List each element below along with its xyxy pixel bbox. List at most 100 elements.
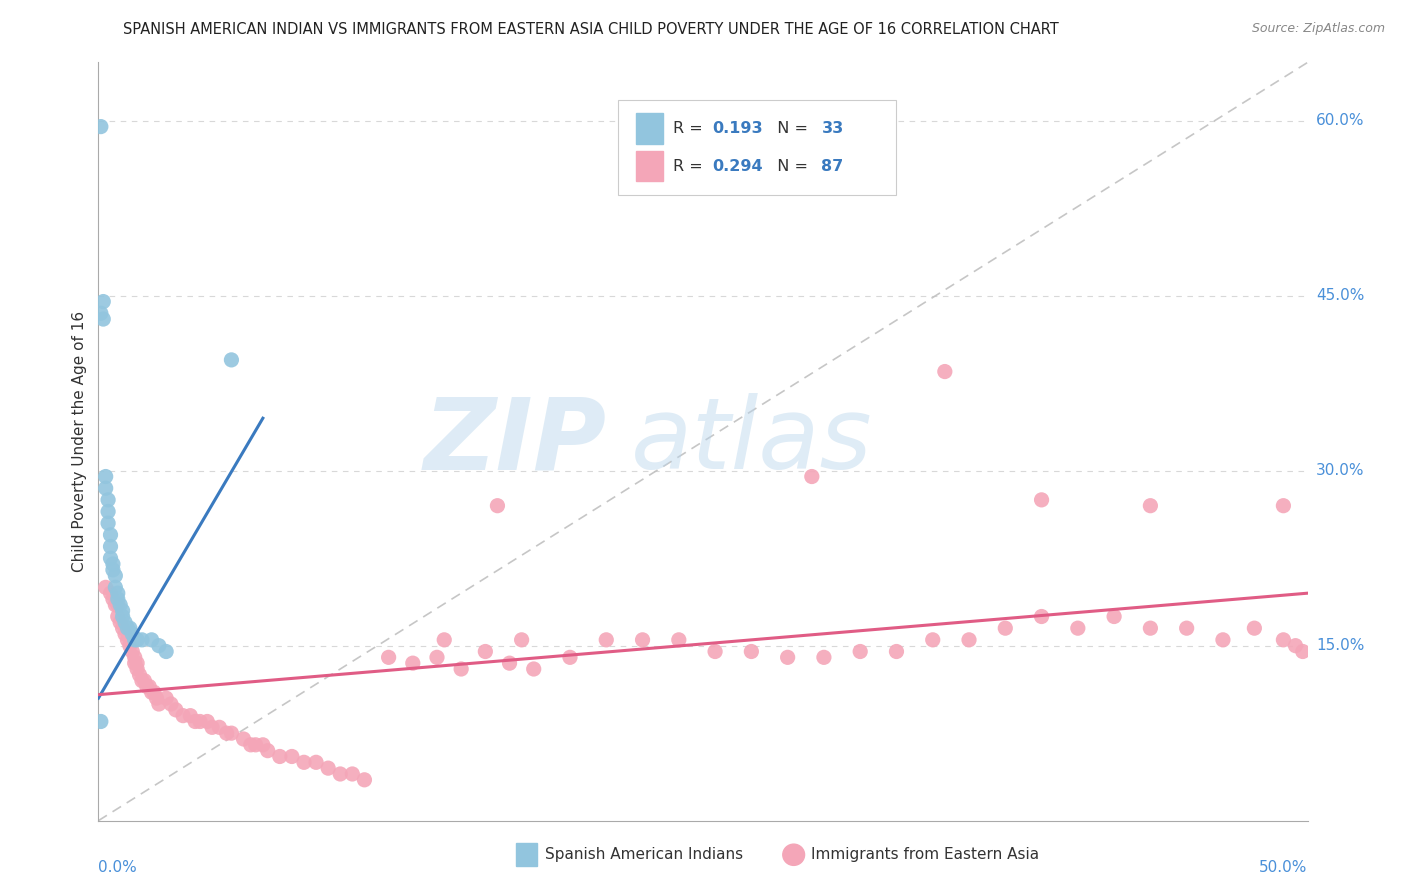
Point [201,720,224,734]
Point [118,639,141,653]
Point [402,656,425,670]
Point [127,656,149,670]
Point [195,714,218,729]
Point [486,499,509,513]
Text: 50.0%: 50.0% [1260,860,1308,874]
Point [138,680,160,694]
Point [128,668,150,682]
Point [239,738,262,752]
Point [135,680,157,694]
Point [107,592,129,607]
Text: N =: N = [768,159,813,174]
Point [1212,632,1234,647]
Point [1292,644,1315,658]
FancyBboxPatch shape [619,101,897,195]
Ellipse shape [783,844,804,865]
Point [1067,621,1090,635]
Point [100,551,122,566]
Point [595,632,617,647]
Point [94,580,117,594]
Point [101,592,124,607]
Text: 0.294: 0.294 [713,159,763,174]
Point [114,615,136,630]
Point [101,563,124,577]
Point [179,708,201,723]
Point [155,644,177,658]
Point [1139,499,1161,513]
Point [145,691,167,706]
Point [97,516,120,531]
Point [994,621,1017,635]
Point [215,726,238,740]
Point [100,540,122,554]
Point [1272,632,1295,647]
Text: Spanish American Indians: Spanish American Indians [544,847,742,863]
Point [433,632,456,647]
Text: 30.0%: 30.0% [1316,463,1364,478]
Point [90,306,112,320]
Point [101,557,124,571]
Point [450,662,472,676]
Point [510,632,533,647]
Point [117,632,139,647]
Text: 15.0%: 15.0% [1316,638,1364,653]
Point [111,604,134,618]
Point [668,632,690,647]
Point [800,469,823,483]
Point [90,120,112,134]
Point [148,639,170,653]
Text: R =: R = [672,121,707,136]
Point [104,598,127,612]
Point [124,656,146,670]
Point [426,650,449,665]
Point [232,731,254,746]
Point [1272,499,1295,513]
Point [184,714,207,729]
Point [329,767,352,781]
Point [91,312,114,326]
Point [813,650,835,665]
Point [631,632,654,647]
Point [704,644,727,658]
Point [165,703,187,717]
Point [108,598,131,612]
Point [740,644,762,658]
Text: 0.0%: 0.0% [98,860,138,874]
Bar [516,844,537,866]
Point [143,685,166,699]
Point [118,621,141,635]
Point [127,662,149,676]
Text: ZIP: ZIP [423,393,606,490]
Text: 0.193: 0.193 [713,121,763,136]
Text: N =: N = [768,121,813,136]
Point [117,621,139,635]
Point [498,656,520,670]
Point [121,644,143,658]
Bar [637,113,664,144]
Text: 87: 87 [821,159,844,174]
Point [188,714,211,729]
Point [160,697,183,711]
Text: 45.0%: 45.0% [1316,288,1364,303]
Text: SPANISH AMERICAN INDIAN VS IMMIGRANTS FROM EASTERN ASIA CHILD POVERTY UNDER THE : SPANISH AMERICAN INDIAN VS IMMIGRANTS FR… [122,22,1059,37]
Point [1243,621,1265,635]
Point [1139,621,1161,635]
Point [957,632,980,647]
Point [148,697,170,711]
Point [127,632,149,647]
Point [107,609,129,624]
Text: R =: R = [672,159,707,174]
Point [776,650,799,665]
Point [104,568,127,582]
Text: Source: ZipAtlas.com: Source: ZipAtlas.com [1251,22,1385,36]
Point [474,644,496,658]
Point [269,749,291,764]
Point [107,598,129,612]
Point [131,632,153,647]
Point [100,586,122,600]
Point [523,662,546,676]
Point [281,749,304,764]
Point [111,621,134,635]
Point [1284,639,1306,653]
Point [104,580,127,594]
